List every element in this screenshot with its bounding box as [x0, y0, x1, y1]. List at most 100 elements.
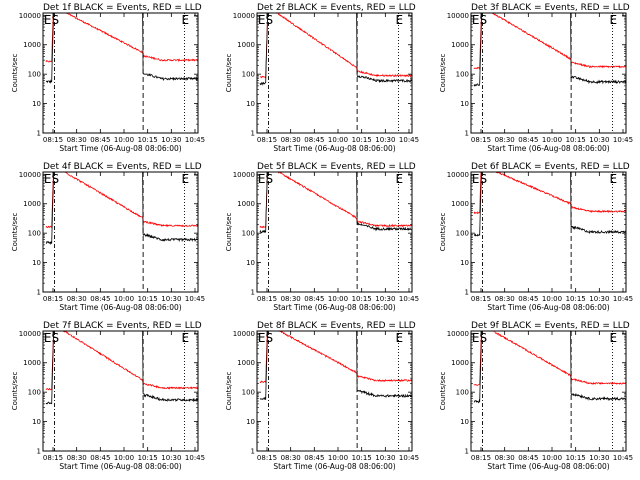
- series-lld-line: [259, 12, 413, 79]
- y-tick-label: 10000: [19, 171, 41, 179]
- y-tick-label: 10000: [233, 12, 255, 20]
- x-tick-label: 10:15: [566, 454, 586, 462]
- marker-label: E: [610, 172, 618, 186]
- x-tick-label: 10:30: [161, 136, 181, 144]
- x-axis-label: Start Time (06-Aug-08 08:06:00): [273, 303, 395, 312]
- y-axis-label: Counts/sec: [439, 54, 447, 93]
- y-tick-label: 100: [242, 230, 255, 238]
- x-tick-label: 08:15: [471, 136, 491, 144]
- y-tick-label: 10: [460, 418, 469, 426]
- x-tick-label: 08:45: [518, 295, 538, 303]
- y-axis-label: Counts/sec: [225, 372, 233, 411]
- marker-label: S: [266, 13, 274, 27]
- y-tick-label: 1000: [237, 359, 255, 367]
- series-lld-line: [45, 330, 199, 391]
- x-tick-label: 08:30: [67, 136, 87, 144]
- x-tick-label: 10:15: [566, 295, 586, 303]
- panel-title: Det 9f BLACK = Events, RED = LLD: [471, 321, 630, 331]
- series-events-line: [259, 171, 413, 234]
- marker-label: S: [52, 331, 60, 345]
- series-lld-line: [473, 330, 627, 386]
- x-tick-label: 10:30: [375, 454, 395, 462]
- x-tick-label: 10:15: [566, 136, 586, 144]
- x-tick-label: 10:15: [138, 136, 158, 144]
- y-tick-label: 10000: [233, 330, 255, 338]
- y-axis-label: Counts/sec: [225, 213, 233, 252]
- y-tick-label: 100: [456, 230, 469, 238]
- panel-title: Det 7f BLACK = Events, RED = LLD: [43, 321, 202, 331]
- panel-det-2: Det 2f BLACK = Events, RED = LLD 1 10 100 10…: [225, 3, 419, 153]
- panel-title: Det 5f BLACK = Events, RED = LLD: [257, 162, 416, 172]
- panel-det-1: Det 1f BLACK = Events, RED = LLD 1 10 100 10…: [11, 3, 205, 153]
- plot-frame: [470, 330, 627, 452]
- panel-title: Det 6f BLACK = Events, RED = LLD: [471, 162, 630, 172]
- x-axis-label: Start Time (06-Aug-08 08:06:00): [487, 462, 609, 471]
- y-tick-label: 10: [460, 100, 469, 108]
- y-axis-label: Counts/sec: [11, 372, 19, 411]
- x-axis-label: Start Time (06-Aug-08 08:06:00): [487, 303, 609, 312]
- marker-label: E: [472, 331, 480, 345]
- x-tick-label: 08:15: [257, 295, 277, 303]
- x-tick-label: 08:15: [257, 454, 277, 462]
- x-tick-label: 10:15: [352, 295, 372, 303]
- y-tick-label: 1000: [237, 41, 255, 49]
- y-tick-label: 10000: [19, 12, 41, 20]
- series-events-line: [45, 171, 199, 246]
- x-tick-label: 08:30: [281, 454, 301, 462]
- y-tick-label: 10000: [19, 330, 41, 338]
- y-tick-label: 100: [28, 230, 41, 238]
- marker-label: E: [472, 13, 480, 27]
- panel-title: Det 4f BLACK = Events, RED = LLD: [43, 162, 202, 172]
- panel-det-6: Det 6f BLACK = Events, RED = LLD 1 10 100 10…: [439, 162, 633, 312]
- panel-det-9: Det 9f BLACK = Events, RED = LLD 1 10 100 10…: [439, 321, 633, 471]
- y-tick-label: 10000: [447, 330, 469, 338]
- plot-frame: [256, 330, 413, 452]
- x-tick-label: 10:45: [399, 454, 419, 462]
- x-axis-label: Start Time (06-Aug-08 08:06:00): [273, 462, 395, 471]
- marker-label: S: [266, 172, 274, 186]
- marker-label: E: [258, 331, 266, 345]
- x-tick-label: 08:45: [90, 295, 110, 303]
- x-tick-label: 10:30: [589, 295, 609, 303]
- marker-label: S: [52, 172, 60, 186]
- y-tick-label: 10000: [233, 171, 255, 179]
- series-lld-line: [45, 171, 199, 229]
- series-lld-line: [259, 330, 413, 384]
- y-tick-label: 100: [242, 389, 255, 397]
- series-events-line: [473, 330, 627, 404]
- x-tick-label: 10:45: [185, 295, 205, 303]
- x-axis-label: Start Time (06-Aug-08 08:06:00): [487, 144, 609, 153]
- y-axis-label: Counts/sec: [225, 54, 233, 93]
- panel-det-3: Det 3f BLACK = Events, RED = LLD 1 10 100 10…: [439, 3, 633, 153]
- x-tick-label: 08:15: [471, 454, 491, 462]
- x-tick-label: 10:00: [328, 136, 348, 144]
- y-tick-label: 1: [465, 130, 469, 138]
- y-tick-label: 10: [246, 418, 255, 426]
- y-tick-label: 1000: [451, 41, 469, 49]
- y-tick-label: 1000: [23, 200, 41, 208]
- x-tick-label: 08:30: [67, 454, 87, 462]
- marker-label: E: [44, 331, 52, 345]
- marker-label: E: [182, 13, 190, 27]
- marker-label: E: [396, 331, 404, 345]
- x-tick-label: 10:00: [114, 136, 134, 144]
- x-tick-label: 10:30: [589, 136, 609, 144]
- x-tick-label: 10:45: [613, 136, 633, 144]
- y-tick-label: 1: [251, 289, 255, 297]
- panel-det-7: Det 7f BLACK = Events, RED = LLD 1 10 100 10…: [11, 321, 205, 471]
- y-tick-label: 1: [251, 130, 255, 138]
- plot-frame: [470, 12, 627, 134]
- plot-frame: [42, 12, 199, 134]
- x-axis-label: Start Time (06-Aug-08 08:06:00): [59, 144, 181, 153]
- x-tick-label: 10:00: [542, 136, 562, 144]
- marker-label: E: [44, 13, 52, 27]
- series-lld-line: [473, 12, 627, 70]
- panel-title: Det 8f BLACK = Events, RED = LLD: [257, 321, 416, 331]
- x-tick-label: 10:00: [328, 454, 348, 462]
- marker-label: E: [472, 172, 480, 186]
- panel-det-8: Det 8f BLACK = Events, RED = LLD 1 10 100 10…: [225, 321, 419, 471]
- x-tick-label: 10:00: [328, 295, 348, 303]
- marker-label: E: [44, 172, 52, 186]
- series-lld-line: [473, 171, 627, 215]
- y-tick-label: 1: [37, 130, 41, 138]
